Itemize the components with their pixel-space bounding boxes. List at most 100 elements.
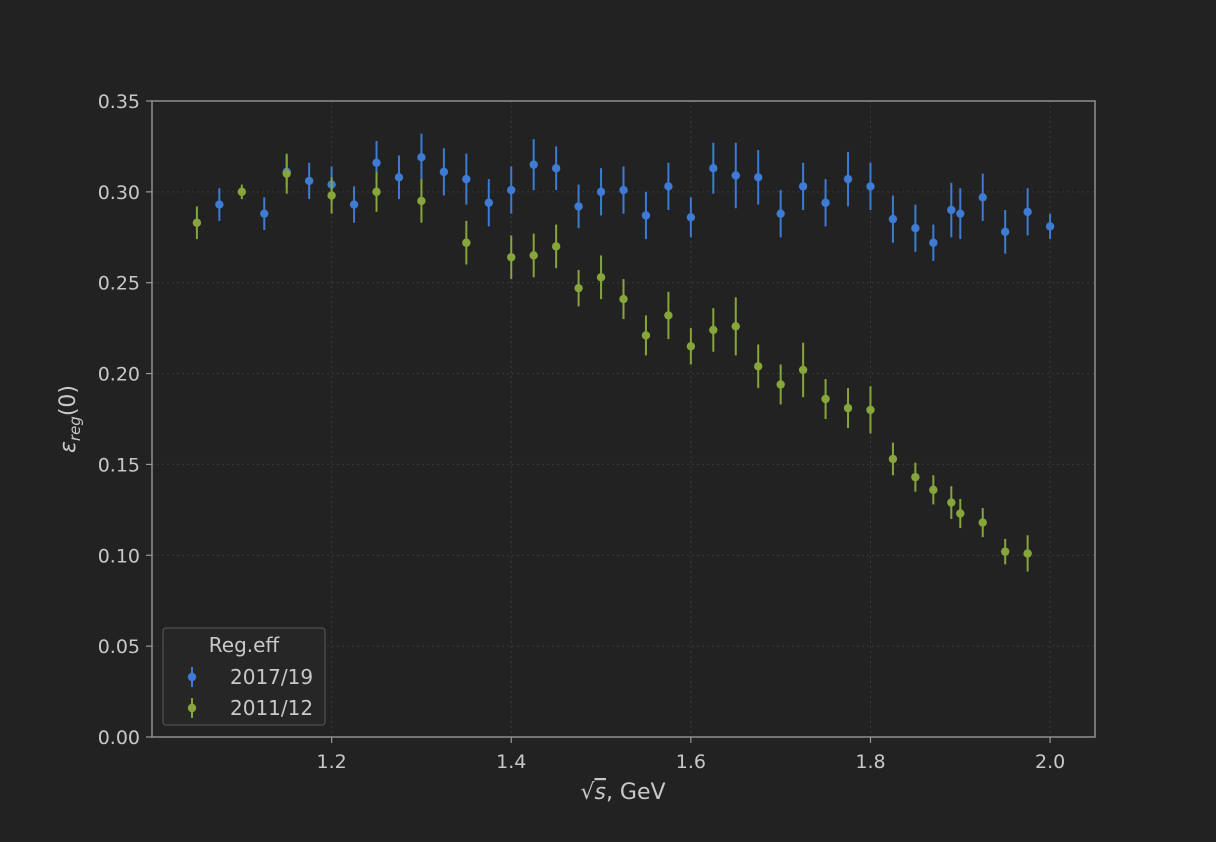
y-axis-label-symbol: ε (56, 441, 81, 453)
data-point (462, 174, 471, 184)
data-point (947, 205, 956, 215)
data-point (911, 224, 920, 233)
data-point (709, 325, 718, 335)
y-tick-label: 0.15 (98, 454, 140, 476)
data-point (349, 200, 359, 209)
legend: Reg.eff 2017/19 2011/12 (162, 627, 326, 726)
data-point (641, 331, 651, 340)
data-point (462, 238, 471, 247)
y-axis-label: εreg(0) (56, 385, 84, 453)
data-point (417, 196, 426, 206)
data-point (911, 472, 920, 482)
data-point (372, 158, 381, 167)
data-point (956, 209, 965, 218)
data-point (237, 187, 247, 197)
data-point (776, 209, 785, 218)
y-tick-label: 0.00 (98, 727, 140, 749)
x-axis-label-unit: , GeV (606, 780, 666, 805)
data-point (551, 242, 561, 251)
data-point (1023, 207, 1032, 217)
data-point (484, 198, 493, 207)
data-point (1000, 547, 1010, 556)
axis-ticks: 1.2 1.4 1.6 1.8 2.0 0.00 0.05 0.10 0.15 0.20 0.25 0… (98, 91, 1066, 773)
data-point (574, 283, 583, 293)
data-point (978, 518, 987, 527)
data-point (664, 311, 673, 320)
y-axis-label-argument: (0) (56, 385, 81, 416)
data-point (664, 182, 673, 191)
data-point (529, 251, 538, 260)
legend-entries: 2017/19 2011/12 (187, 665, 313, 720)
data-point (843, 174, 853, 184)
x-axis-label-variable: s (594, 780, 605, 805)
data-point (619, 294, 628, 304)
data-point (304, 176, 314, 186)
data-point (596, 273, 606, 282)
data-point (754, 362, 763, 371)
data-point (754, 173, 763, 182)
legend-label: 2017/19 (230, 665, 313, 689)
data-series (192, 133, 1055, 572)
x-tick-label: 1.6 (676, 751, 706, 773)
data-point (372, 187, 381, 197)
data-point (686, 342, 696, 351)
legend-entry: 2011/12 (187, 696, 313, 720)
data-point (551, 164, 561, 173)
data-point (215, 200, 224, 209)
data-point (798, 182, 808, 191)
data-point (978, 193, 987, 202)
data-point (956, 509, 965, 518)
y-tick-label: 0.20 (98, 364, 140, 386)
data-point (529, 160, 538, 169)
legend-title: Reg.eff (209, 633, 281, 657)
series-2017-19 (215, 133, 1055, 261)
data-point (641, 211, 651, 220)
legend-label: 2011/12 (230, 696, 313, 720)
data-point (439, 167, 449, 177)
legend-box (162, 627, 326, 726)
data-point (417, 153, 426, 162)
data-point (1045, 222, 1055, 231)
data-point (821, 394, 830, 404)
data-point (888, 454, 898, 464)
data-point (929, 485, 938, 495)
data-point (776, 380, 785, 389)
data-point (929, 238, 938, 247)
data-point (282, 169, 291, 178)
y-tick-label: 0.25 (98, 273, 140, 295)
data-point (507, 253, 516, 262)
x-tick-label: 1.4 (496, 751, 526, 773)
y-tick-label: 0.10 (98, 545, 140, 567)
data-point (394, 173, 404, 182)
legend-marker (187, 703, 197, 713)
data-point (947, 498, 956, 507)
x-axis-label: √s, GeV (580, 780, 665, 805)
data-point (798, 365, 808, 375)
x-tick-label: 2.0 (1035, 751, 1065, 773)
data-point (596, 187, 606, 197)
data-point (709, 164, 718, 173)
data-point (1000, 227, 1010, 237)
x-tick-label: 1.8 (855, 751, 885, 773)
y-axis-label-subscript: reg (66, 416, 84, 441)
data-point (1023, 549, 1032, 558)
series-2011-12 (192, 153, 1032, 572)
data-point (866, 182, 875, 191)
x-axis-label-sqrt: √ (580, 780, 595, 805)
y-tick-label: 0.35 (98, 91, 140, 113)
data-point (686, 213, 696, 222)
data-point (843, 403, 853, 413)
data-point (821, 198, 830, 207)
data-point (731, 171, 740, 180)
data-point (574, 202, 583, 211)
data-point (327, 191, 336, 200)
data-point (619, 185, 628, 195)
y-tick-label: 0.05 (98, 636, 140, 658)
data-point (866, 405, 875, 415)
data-point (507, 185, 516, 195)
data-point (888, 214, 898, 224)
data-point (731, 322, 740, 331)
y-tick-label: 0.30 (98, 182, 140, 204)
